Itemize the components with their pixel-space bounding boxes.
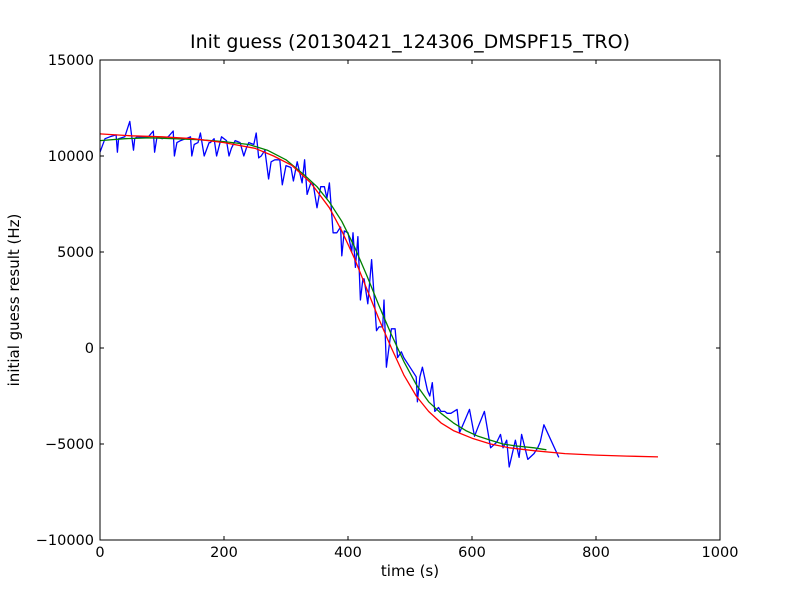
x-tick-label: 800	[582, 545, 610, 561]
x-tick-label: 200	[210, 545, 238, 561]
series-line-1	[100, 120, 560, 468]
x-tick-label: 1000	[702, 545, 739, 561]
axes-frame	[99, 59, 721, 541]
x-tick-label: 0	[95, 545, 104, 561]
x-tick-label: 600	[458, 545, 486, 561]
y-tick-label: 15000	[48, 53, 94, 69]
y-tick-label: 10000	[48, 149, 94, 165]
chart-title: Init guess (20130421_124306_DMSPF15_TRO)	[190, 31, 630, 53]
y-axis-label: initial guess result (Hz)	[5, 214, 23, 387]
plot-area: 0 200 400 600 800 1000 15000 10000 5000 0 −5000 −10…	[36, 53, 739, 561]
y-tick-label: 0	[85, 341, 94, 357]
y-tick-label: −10000	[36, 533, 94, 549]
y-tick-label: −5000	[45, 437, 94, 453]
series-line-3	[100, 133, 659, 458]
x-axis-label: time (s)	[381, 562, 439, 580]
y-tick-label: 5000	[57, 245, 94, 261]
x-tick-label: 400	[334, 545, 362, 561]
